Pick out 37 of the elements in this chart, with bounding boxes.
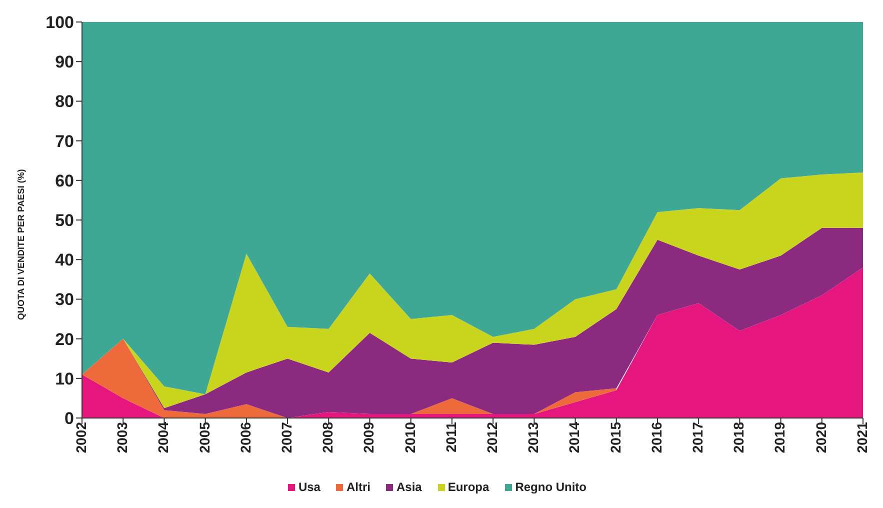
x-tick-label: 2015	[607, 422, 624, 454]
y-tick-label: 60	[55, 171, 74, 190]
x-tick-label: 2014	[566, 422, 582, 454]
x-tick-label: 2010	[402, 422, 418, 454]
y-tick-label: 30	[55, 290, 74, 310]
x-tick-label: 2009	[360, 422, 377, 454]
legend-label: Usa	[298, 480, 320, 494]
x-tick-label: 2021	[854, 422, 870, 454]
x-tick-label: 2003	[114, 422, 130, 454]
legend-label: Europa	[448, 480, 490, 494]
y-axis-title: QUOTA DI VENDITE PER PAESI (%)	[16, 169, 26, 320]
y-tick-label: 10	[55, 369, 74, 388]
x-tick-label: 2019	[772, 422, 788, 454]
x-tick-label: 2011	[442, 422, 459, 452]
legend-label: Asia	[396, 480, 422, 494]
x-tick-label: 2007	[278, 422, 294, 454]
y-tick-label: 50	[55, 211, 74, 230]
y-tick-label: 100	[46, 13, 74, 32]
y-tick-label: 90	[55, 52, 74, 72]
y-tick-label: 70	[55, 132, 74, 151]
x-tick-label: 2013	[525, 422, 542, 454]
legend-label: Altri	[346, 480, 370, 494]
x-tick-label: 2016	[648, 422, 664, 454]
x-tick-label: 2018	[730, 422, 747, 454]
y-tick-label: 80	[55, 92, 74, 112]
x-tick-label: 2002	[72, 422, 89, 454]
x-tick-label: 2012	[484, 422, 500, 454]
x-tick-label: 2008	[320, 422, 336, 454]
x-tick-label: 2005	[196, 422, 212, 454]
y-tick-label: 20	[55, 330, 74, 349]
x-tick-label: 2006	[237, 422, 254, 454]
x-tick-label: 2017	[690, 422, 706, 454]
x-tick-label: 2020	[812, 422, 829, 454]
y-tick-label: 0	[64, 409, 74, 428]
x-tick-label: 2004	[155, 422, 172, 454]
legend-label: Regno Unito	[515, 480, 587, 494]
y-tick-label: 40	[55, 250, 74, 270]
